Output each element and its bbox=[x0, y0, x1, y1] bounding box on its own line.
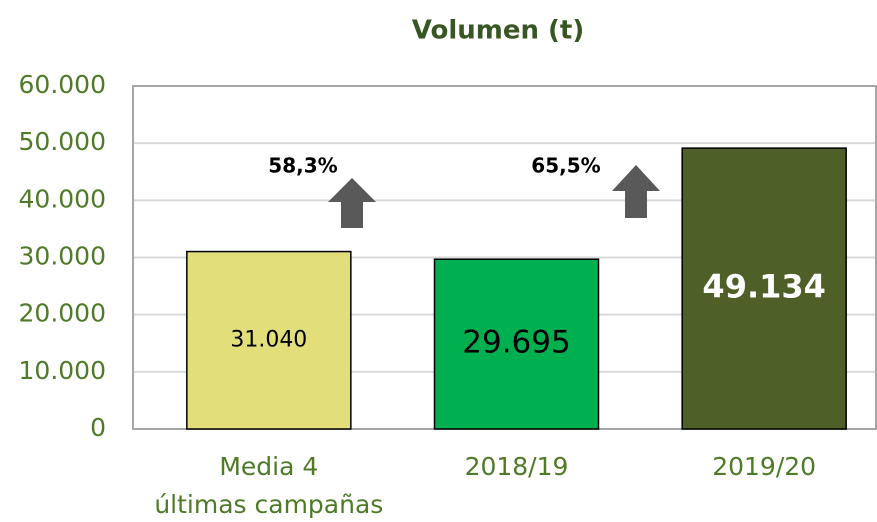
bar bbox=[186, 250, 352, 430]
annotation: 65,5% bbox=[531, 154, 600, 178]
bar bbox=[433, 258, 600, 430]
x-tick-label: 2018/19 bbox=[464, 452, 569, 481]
y-tick-label: 0 bbox=[90, 413, 106, 442]
y-tick-label: 20.000 bbox=[19, 299, 106, 328]
y-tick-label: 10.000 bbox=[19, 356, 106, 385]
data-label: 49.134 bbox=[702, 268, 825, 306]
y-tick-label: 60.000 bbox=[19, 70, 106, 99]
y-tick-label: 30.000 bbox=[19, 242, 106, 271]
annotation: 58,3% bbox=[268, 154, 337, 178]
data-label: 29.695 bbox=[462, 325, 570, 361]
arrow-icon bbox=[328, 178, 376, 228]
arrow-icon bbox=[612, 165, 660, 218]
data-label: 31.040 bbox=[230, 327, 307, 352]
chart-title: Volumen (t) bbox=[412, 16, 584, 46]
y-tick-label: 40.000 bbox=[19, 184, 106, 213]
x-tick-label: Media 4 últimas campañas bbox=[154, 452, 384, 519]
x-tick-label: 2019/20 bbox=[712, 452, 817, 481]
bar bbox=[681, 147, 847, 430]
y-tick-label: 50.000 bbox=[19, 127, 106, 156]
